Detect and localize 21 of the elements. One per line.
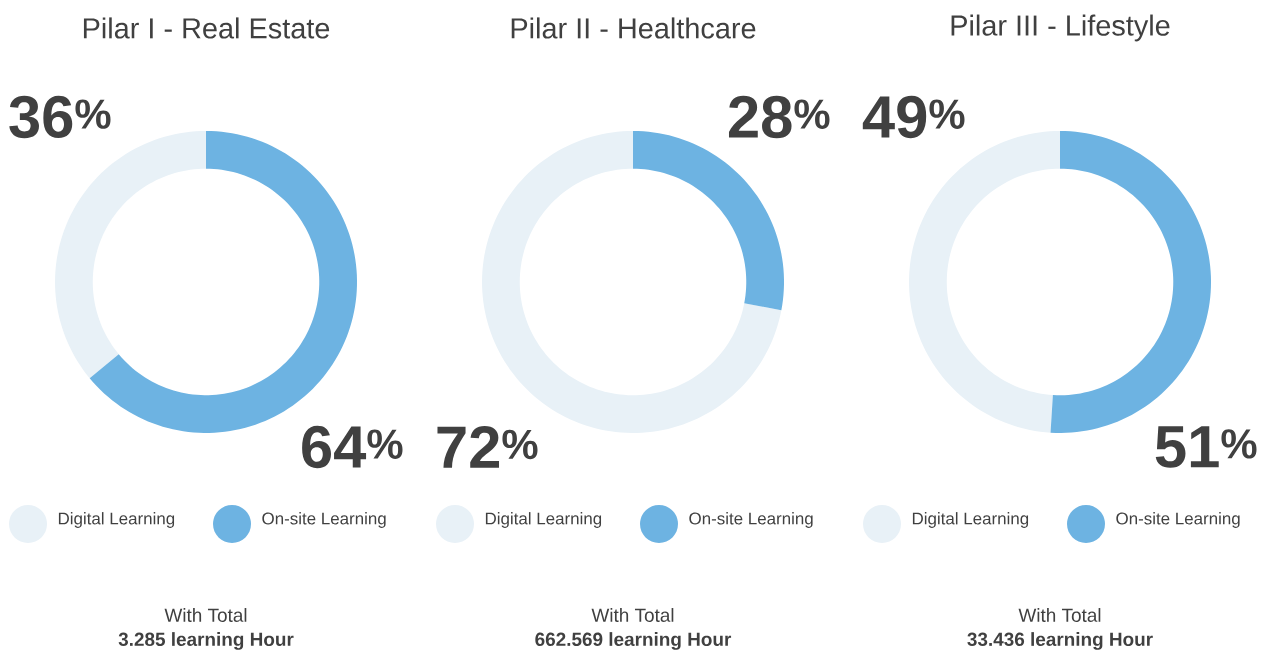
data-label: 64$^{%}$: [302, 425, 403, 469]
legend-label: Digital Learning: [58, 512, 175, 528]
legend-label: On-site Learning: [689, 512, 813, 528]
chart-title: Pilar II - Healthcare: [511, 17, 756, 39]
legend-label: On-site Learning: [1116, 512, 1240, 528]
text: 662.569 learning Hour: [535, 632, 732, 650]
legend-label: Digital Learning: [912, 512, 1029, 528]
data-label: 28$^{%}$: [728, 95, 830, 139]
data-label: 72$^{%}$: [437, 426, 538, 468]
legend-label: Digital Learning: [485, 512, 602, 528]
text: With Total: [164, 607, 247, 622]
chart-title: Pilar III - Lifestyle: [951, 14, 1170, 42]
legend-label: On-site Learning: [262, 512, 386, 528]
text: 33.436 learning Hour: [967, 632, 1153, 650]
chart-title: Pilar I - Real Estate: [83, 17, 330, 39]
text: 3.285 learning Hour: [118, 632, 294, 650]
text: With Total: [1018, 607, 1101, 622]
data-label: 51$^{%}$: [1155, 426, 1257, 468]
text: With Total: [591, 607, 674, 622]
data-label: 49$^{%}$: [862, 95, 965, 139]
data-label: 36$^{%}$: [9, 95, 111, 139]
